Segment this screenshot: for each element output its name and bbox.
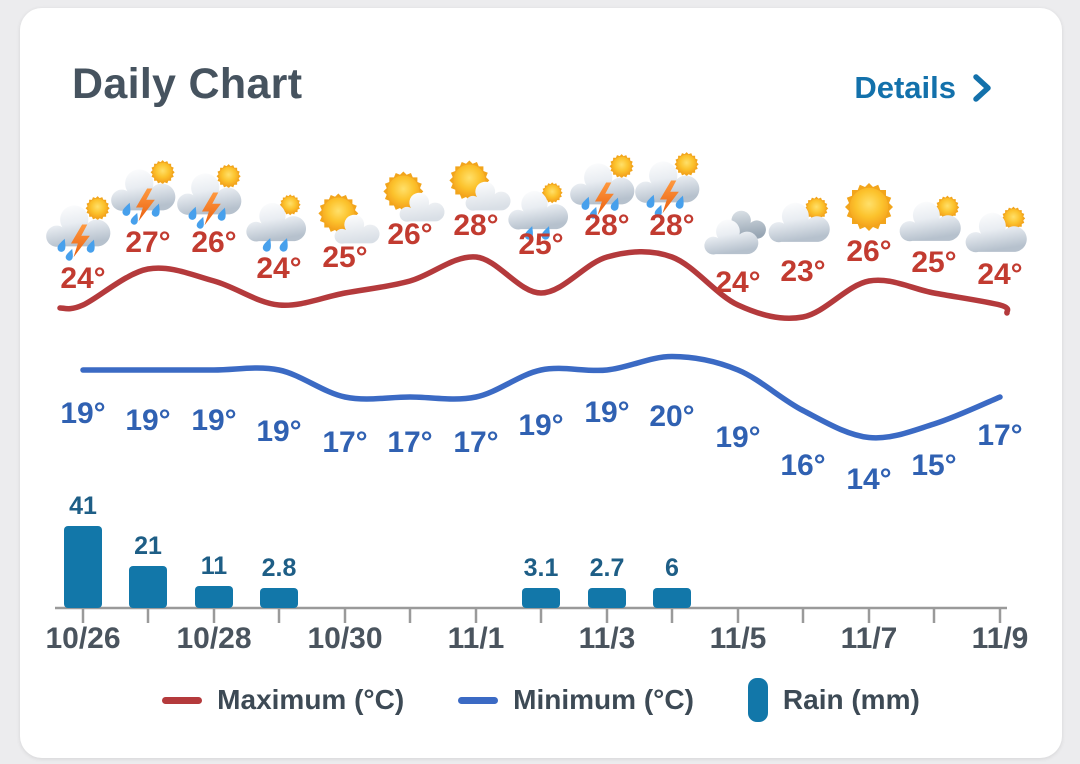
weather-icon-partly-cloudy — [965, 206, 1027, 253]
daily-chart-card: Daily Chart Details Maximum (°C) Minimum… — [20, 8, 1062, 758]
legend-item-rain: Rain (mm) — [747, 678, 920, 722]
max-temp-label: 23° — [780, 255, 825, 288]
weather-icon-storm-sun — [635, 152, 700, 217]
rain-bar — [522, 588, 560, 608]
legend-label-maximum: Maximum (°C) — [217, 684, 405, 715]
max-temp-label: 25° — [518, 228, 563, 261]
rain-value-label: 2.7 — [590, 554, 625, 582]
rain-bar — [260, 588, 298, 608]
date-label: 11/5 — [710, 622, 767, 655]
legend-label-minimum: Minimum (°C) — [513, 684, 694, 715]
minimum-line-swatch — [458, 696, 499, 704]
weather-icon-mostly-sunny — [318, 193, 380, 244]
date-label: 10/30 — [307, 622, 382, 655]
min-temp-label: 15° — [911, 449, 956, 482]
max-temp-label: 25° — [322, 241, 367, 274]
min-line — [80, 353, 1003, 441]
date-label: 11/9 — [972, 622, 1029, 655]
rain-value-label: 6 — [665, 554, 679, 582]
max-temp-label: 25° — [911, 246, 956, 279]
min-temp-label: 14° — [846, 463, 891, 496]
max-temp-label: 26° — [191, 226, 236, 259]
rain-value-label: 2.8 — [262, 554, 297, 582]
weather-icon-sunny — [845, 183, 893, 231]
date-label: 11/1 — [448, 622, 505, 655]
weather-icon-mostly-sunny — [449, 160, 511, 211]
rain-value-label: 21 — [134, 532, 162, 560]
min-temp-label: 19° — [518, 409, 563, 442]
max-temp-label: 24° — [60, 262, 105, 295]
min-temp-label: 20° — [649, 400, 694, 433]
date-label: 11/7 — [841, 622, 898, 655]
legend-item-maximum: Maximum (°C) — [162, 684, 404, 716]
min-temp-label: 17° — [977, 419, 1022, 452]
min-temp-label: 19° — [584, 396, 629, 429]
weather-icon-partly-cloudy — [768, 196, 830, 243]
chart-legend: Maximum (°C) Minimum (°C) Rain (mm) — [20, 678, 1062, 722]
max-temp-label: 28° — [453, 209, 498, 242]
max-temp-label: 24° — [715, 266, 760, 299]
max-temp-label: 24° — [977, 258, 1022, 291]
date-label: 10/26 — [45, 622, 120, 655]
max-temp-label: 28° — [649, 209, 694, 242]
weather-icon-mostly-sunny — [383, 171, 445, 222]
weather-icon-cloudy — [704, 210, 766, 255]
rain-value-label: 11 — [201, 552, 228, 580]
rain-bar — [653, 588, 691, 608]
weather-icon-partly-cloudy — [899, 195, 961, 242]
min-temp-label: 19° — [125, 404, 170, 437]
chevron-right-icon — [973, 74, 991, 102]
min-temp-label: 16° — [780, 449, 825, 482]
min-temp-label: 19° — [715, 421, 760, 454]
max-temp-label: 26° — [387, 218, 432, 251]
weather-icon-rain-sun — [246, 194, 307, 252]
min-temp-label: 17° — [453, 426, 498, 459]
date-label: 11/3 — [579, 622, 636, 655]
max-temp-label: 27° — [125, 226, 170, 259]
min-temp-label: 19° — [191, 404, 236, 437]
maximum-line-swatch — [162, 696, 203, 704]
rain-bar — [195, 586, 233, 608]
min-temp-label: 19° — [60, 397, 105, 430]
max-line — [57, 248, 1011, 321]
rain-value-label: 41 — [69, 492, 97, 520]
weather-icon-storm-sun — [177, 164, 242, 229]
max-temp-label: 28° — [584, 209, 629, 242]
max-temp-label: 26° — [846, 235, 891, 268]
weather-icon-rain-sun — [508, 182, 569, 240]
rain-bar-swatch — [747, 678, 768, 722]
details-label: Details — [854, 70, 956, 105]
rain-bar — [64, 526, 102, 608]
weather-icon-storm-sun — [111, 160, 176, 225]
min-temp-label: 17° — [322, 426, 367, 459]
min-temp-label: 19° — [256, 415, 301, 448]
details-link[interactable]: Details — [854, 70, 992, 106]
max-temp-label: 24° — [256, 252, 301, 285]
weather-icon-storm-sun — [570, 154, 635, 219]
min-temp-label: 17° — [387, 426, 432, 459]
legend-label-rain: Rain (mm) — [782, 684, 920, 715]
page-title: Daily Chart — [72, 60, 303, 108]
legend-item-minimum: Minimum (°C) — [458, 684, 694, 716]
rain-value-label: 3.1 — [524, 554, 559, 582]
rain-bar — [588, 588, 626, 608]
weather-icon-storm-sun — [46, 196, 111, 261]
rain-bar — [129, 566, 167, 608]
date-label: 10/28 — [176, 622, 251, 655]
